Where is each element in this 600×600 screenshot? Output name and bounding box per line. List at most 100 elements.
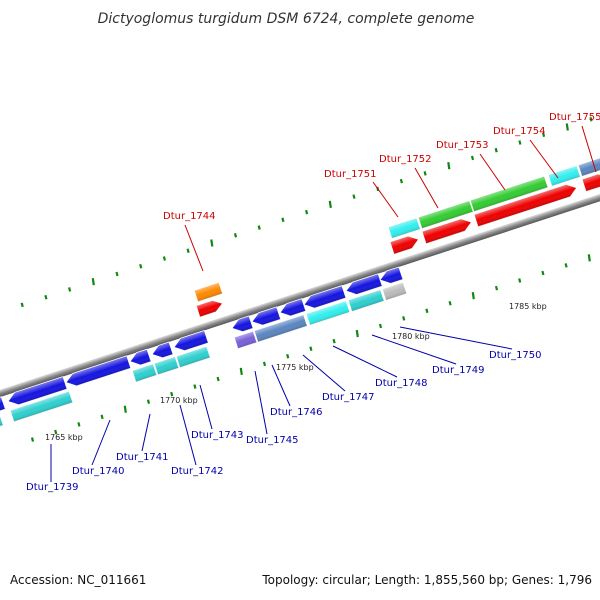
tick-mark [494,285,499,291]
gene-arrow-minus-2[interactable] [6,376,68,408]
scale-label: 1775 kbp [276,363,314,372]
gene-label[interactable]: Dtur_1740 [72,466,125,477]
gene-shine [232,315,254,332]
gene-label[interactable]: Dtur_1739 [26,482,79,493]
tick-mark [210,239,214,247]
gene-arrow-plus-3[interactable] [473,182,579,228]
gene-shine [306,300,350,326]
gene-shine [254,314,308,343]
gene-arrow-minus-5[interactable] [150,341,174,361]
gene-label-leader [184,224,204,272]
gene-label[interactable]: Dtur_1749 [432,365,485,376]
cds-plus-5[interactable] [577,156,600,177]
tick-mark [332,338,336,344]
cds-plus-3[interactable] [469,175,549,213]
gene-arrow-minus-3[interactable] [64,355,132,389]
gene-label[interactable]: Dtur_1745 [246,435,299,446]
gene-label[interactable]: Dtur_1743 [191,430,244,441]
gene-arrow-plus-1[interactable] [389,233,421,255]
tick-mark [193,384,197,389]
tick-mark [239,367,243,376]
cds-minus-5[interactable] [175,345,211,369]
accession-text: Accession: NC_011661 [10,573,147,587]
tick-mark [471,292,475,300]
gene-label-leader [414,167,439,209]
gene-label[interactable]: Dtur_1747 [322,392,375,403]
gene-arrow-minus-9[interactable] [278,298,307,319]
gene-arrow-minus-12[interactable] [378,266,404,286]
tick-row-upper [0,116,593,315]
gene-label[interactable]: Dtur_1755 [549,112,600,123]
tick-mark [447,162,451,170]
tick-mark [423,171,427,176]
gene-label[interactable]: Dtur_1752 [379,154,432,165]
gene-shine [304,285,346,309]
tick-mark [589,116,593,122]
gene-label-leader [271,364,291,407]
gene-label[interactable]: Dtur_1744 [163,211,216,222]
gene-shine [234,331,257,349]
tick-mark [286,353,290,359]
gene-arrow-minus-6[interactable] [172,329,209,353]
cds-plus-1[interactable] [387,217,421,239]
cds-minus-7[interactable] [253,314,308,343]
tick-mark [494,147,498,153]
tick-mark [402,316,406,321]
gene-label-leader [179,404,197,466]
tick-mark [281,217,285,223]
gene-label-leader [254,370,268,435]
tick-mark [518,140,522,145]
genome-track-group: 1765 kbp 1770 kbp 1775 kbp 1780 kbp 1785 kbp… [0,112,600,493]
cds-minus-9[interactable] [347,289,385,312]
gene-label[interactable]: Dtur_1741 [116,452,169,463]
map-title: Dictyoglomus turgidum DSM 6724, complete… [98,11,475,27]
gene-shine [389,235,419,255]
gene-label-leader [302,354,346,392]
gene-shine [581,173,600,192]
gene-label[interactable]: Dtur_1742 [171,466,224,477]
tick-mark [77,422,81,427]
gene-arrow-minus-4[interactable] [128,348,152,368]
gene-arrow-minus-7[interactable] [230,315,254,335]
cds-minus-10[interactable] [381,281,408,301]
gene-label-leader [581,125,597,173]
gene-arrow-plus-4[interactable] [581,171,600,193]
gene-shine [0,396,6,412]
cds-minus-6[interactable] [233,330,258,350]
tick-mark [30,437,35,442]
gene-arrow-minus-1[interactable] [0,396,6,414]
cds-plus-4[interactable] [547,164,581,187]
tick-mark [162,256,166,261]
gene-label[interactable]: Dtur_1750 [489,350,542,361]
cds-minus-1[interactable] [0,413,4,430]
gene-shine [548,165,581,187]
gene-arrow-minus-8[interactable] [250,306,282,328]
tick-mark [68,287,72,292]
cds-plus-1744[interactable] [193,281,224,303]
cds-minus-4[interactable] [153,356,180,376]
tick-mark [123,405,127,413]
gene-label[interactable]: Dtur_1748 [375,378,428,389]
gene-arrow-plus-1744[interactable] [195,298,224,318]
cds-minus-8[interactable] [305,300,351,326]
tick-mark [139,263,143,269]
tick-mark [518,278,522,283]
gene-arrow-minus-10[interactable] [302,285,347,311]
tick-mark [305,209,309,215]
gene-arrow-plus-2[interactable] [421,216,474,245]
gene-label[interactable]: Dtur_1753 [436,140,489,151]
tick-mark [542,132,546,137]
tick-mark [564,263,568,268]
gene-label[interactable]: Dtur_1754 [493,126,546,137]
cds-plus-2[interactable] [417,199,474,230]
tick-mark [587,254,591,262]
cds-minus-3[interactable] [131,363,158,383]
gene-label-leader [372,181,399,218]
cds-minus-2[interactable] [9,390,74,423]
gene-label[interactable]: Dtur_1751 [324,169,377,180]
tick-mark [115,271,119,277]
gene-label[interactable]: Dtur_1746 [270,407,323,418]
gene-shine [152,342,174,358]
tick-mark [448,300,452,306]
